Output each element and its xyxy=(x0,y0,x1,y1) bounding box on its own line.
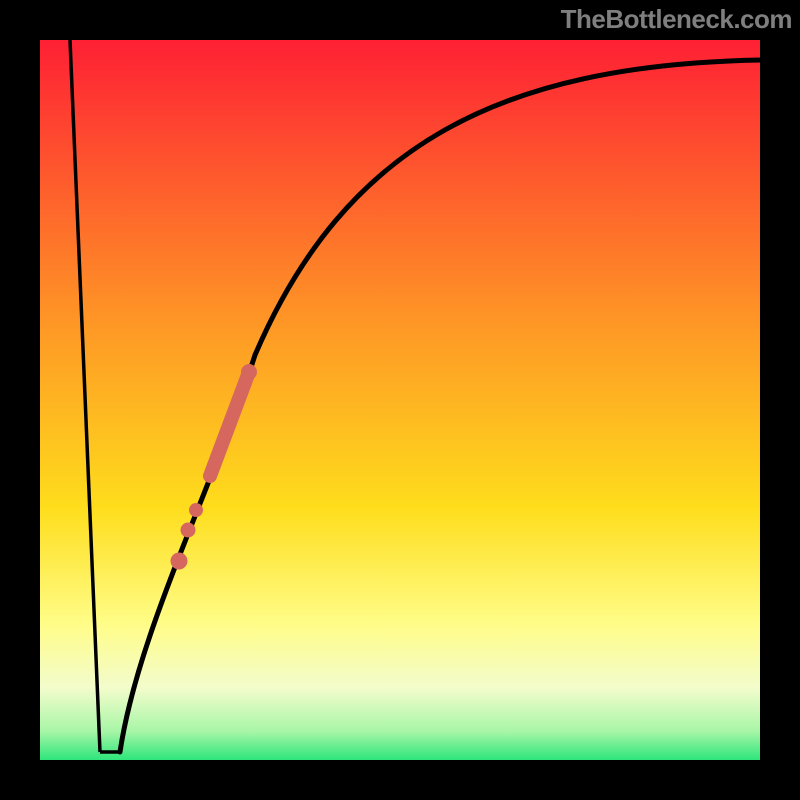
highlight-capsule-cap-top xyxy=(241,364,257,380)
highlight-dot xyxy=(189,503,203,517)
watermark-text: TheBottleneck.com xyxy=(561,4,792,35)
highlight-dot xyxy=(181,523,196,538)
highlight-dot xyxy=(171,553,188,570)
chart-background-gradient xyxy=(40,40,760,760)
highlight-capsule-cap-bottom xyxy=(204,470,216,482)
